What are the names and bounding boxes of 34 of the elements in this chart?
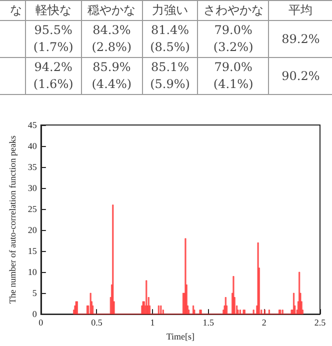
text: 84.3% (2.8%): [81, 20, 142, 58]
text: さわやかな: [198, 0, 269, 20]
text: 94.2% (1.6%): [26, 58, 82, 94]
y-tick-label: 10: [28, 267, 38, 278]
y-tick-label: 35: [28, 162, 38, 172]
x-tick-label: 1: [150, 318, 155, 328]
y-tick-label: 20: [28, 225, 38, 236]
x-tick-label: 2.5: [314, 318, 326, 328]
text: な: [0, 0, 26, 20]
y-tick-label: 15: [28, 246, 38, 256]
x-tick-label: 1.5: [202, 318, 214, 328]
y-tick-label: 30: [28, 183, 38, 194]
y-tick-label: 5: [32, 288, 38, 298]
y-tick-label: 0: [32, 309, 38, 320]
text: 軽快な: [26, 0, 82, 20]
y-axis-title: The number of auto-correlation function peaks: [8, 134, 18, 304]
text: 89.2%: [268, 20, 332, 58]
x-tick-label: 2: [262, 318, 266, 328]
y-tick-label: 25: [28, 204, 38, 214]
text: 85.1% (5.9%): [142, 58, 198, 94]
x-tick-label: 0: [38, 318, 44, 328]
text: 力強い: [142, 0, 198, 20]
text: 穏やかな: [81, 0, 142, 20]
text: 79.0% (3.2%): [198, 20, 269, 58]
text: 95.5% (1.7%): [26, 20, 82, 58]
text: 81.4% (8.5%): [142, 20, 198, 58]
text: 90.2%: [268, 58, 332, 94]
text: 85.9% (4.4%): [81, 58, 142, 94]
y-tick-label: 40: [28, 141, 38, 152]
x-tick-label: 0.5: [91, 318, 103, 328]
x-axis-title: Time[s]: [166, 332, 195, 342]
text: 79.0% (4.1%): [198, 58, 269, 94]
y-tick-label: 45: [28, 120, 38, 130]
text: 平均: [268, 0, 332, 20]
